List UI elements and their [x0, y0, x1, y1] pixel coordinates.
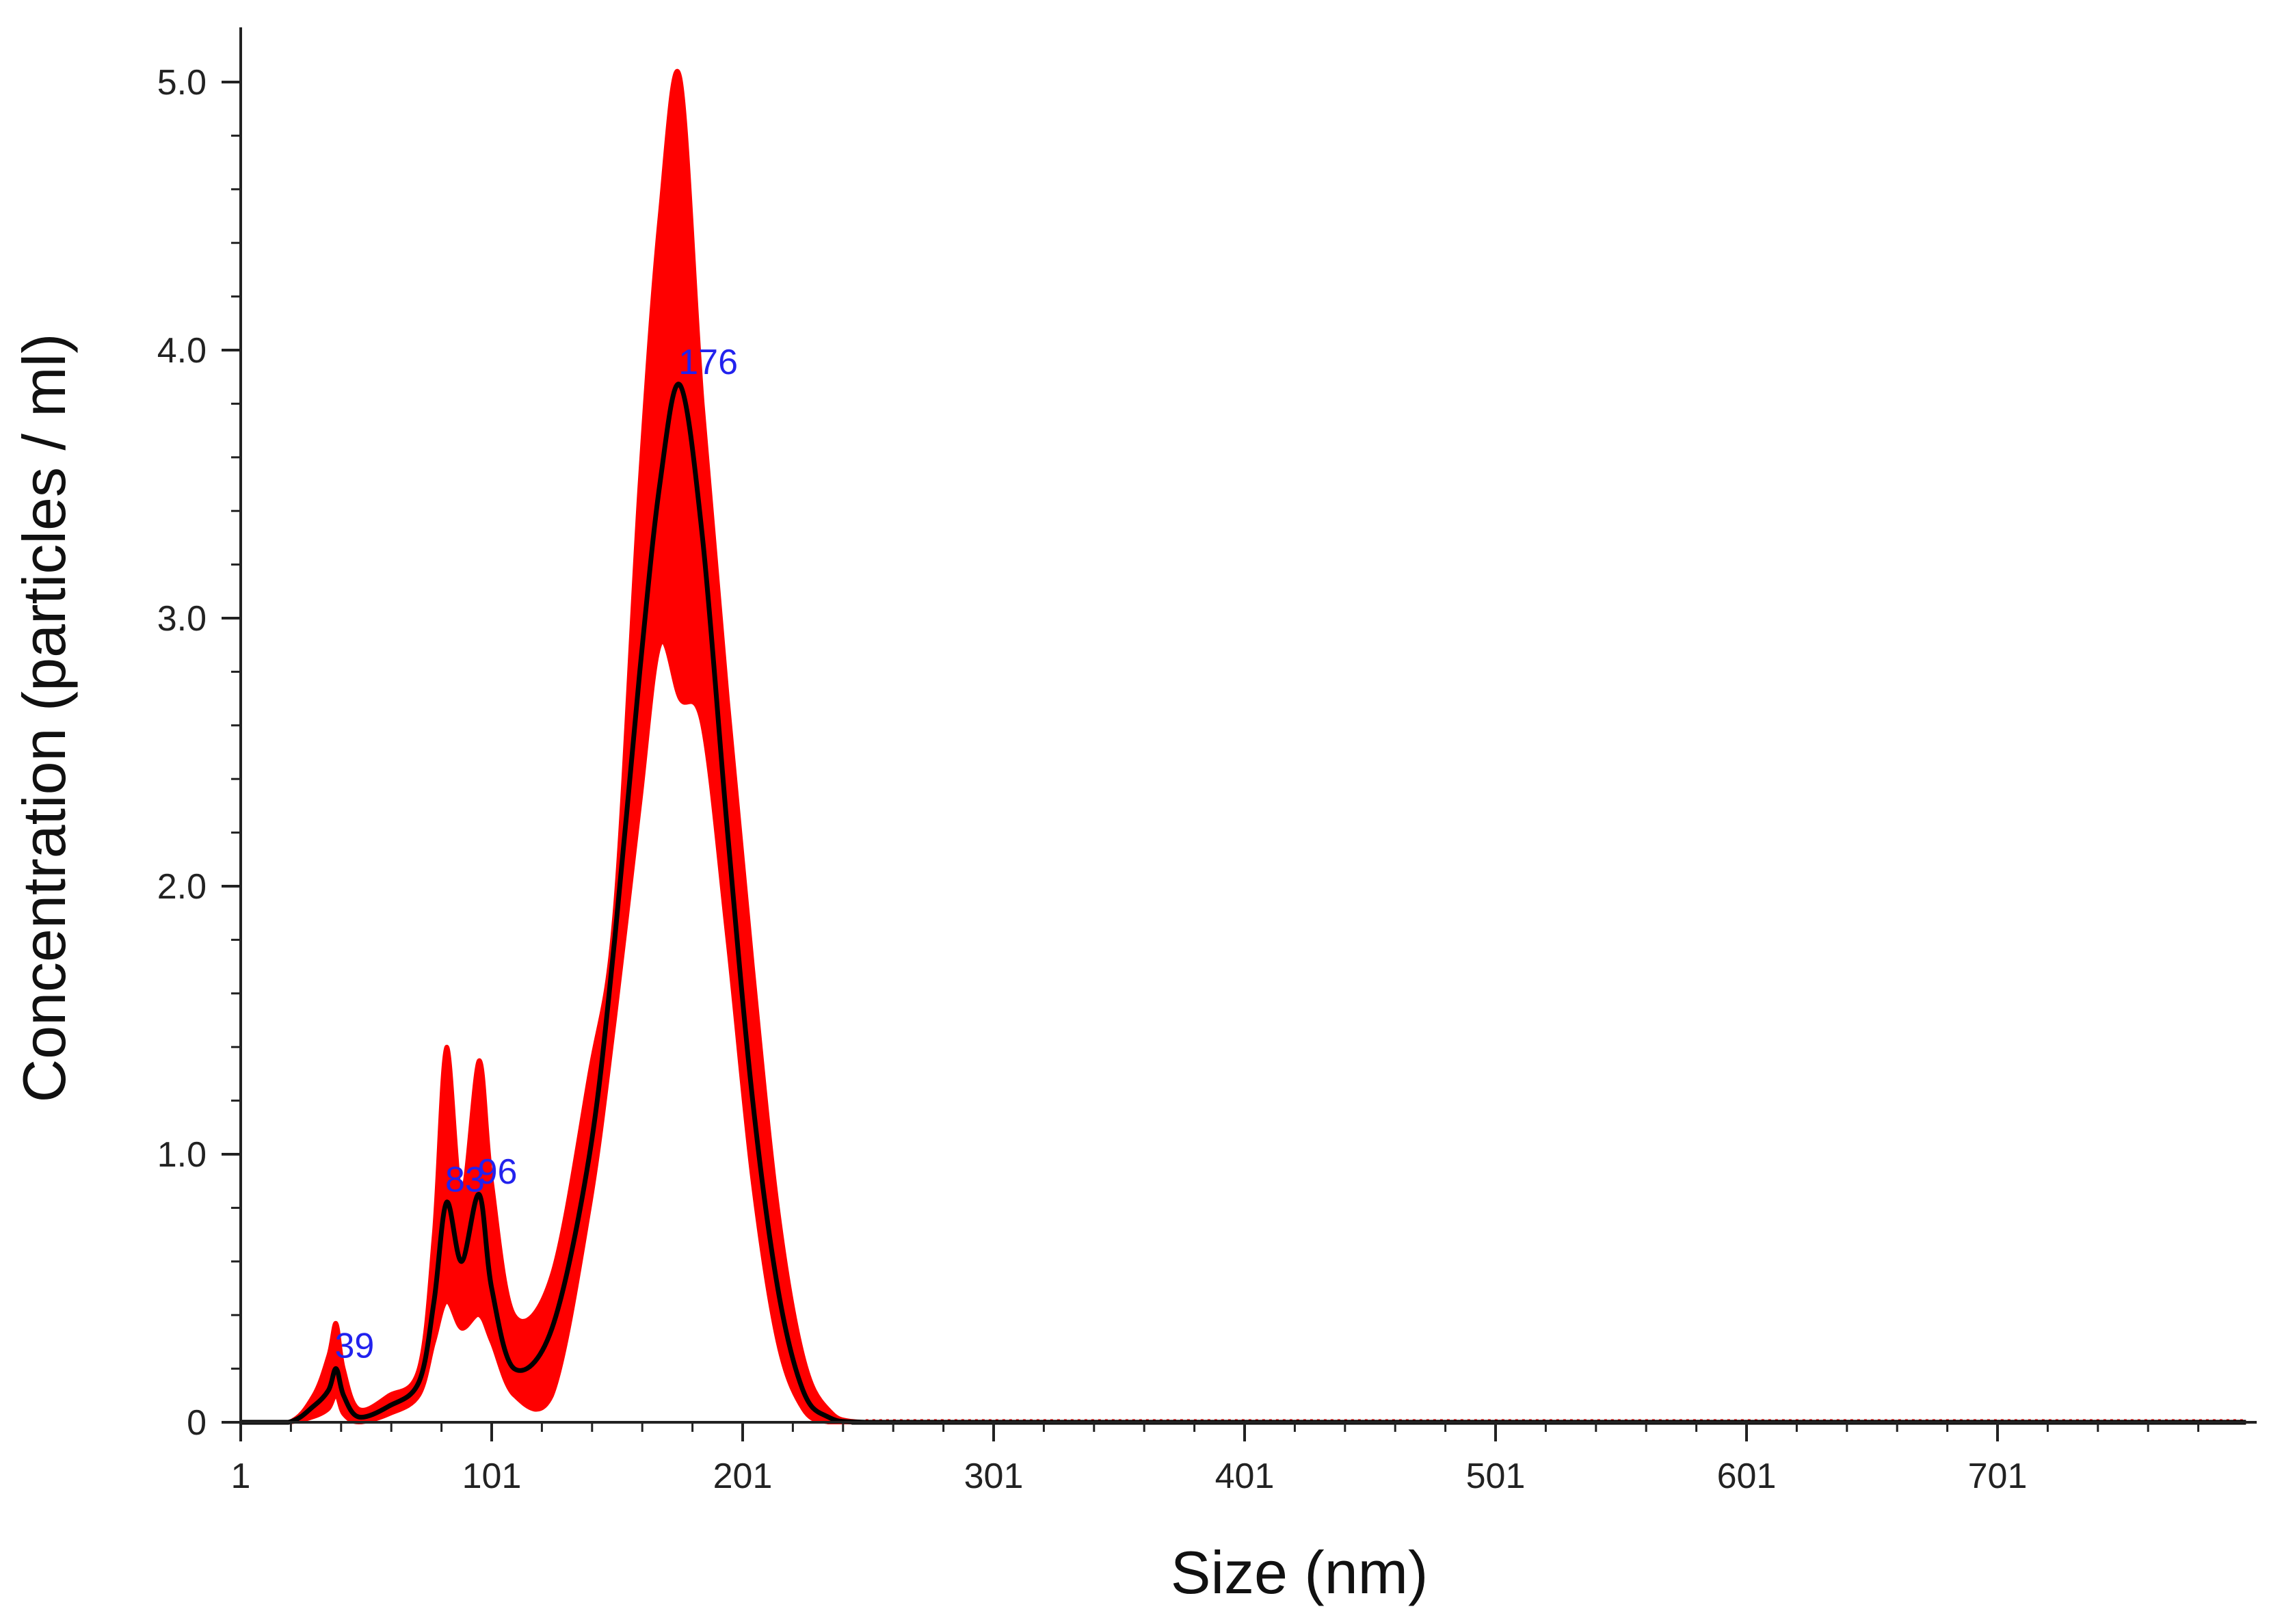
x-tick-label: 401 [1215, 1456, 1275, 1496]
y-tick-label: 3.0 [157, 599, 207, 639]
y-tick-label: 2.0 [157, 867, 207, 907]
y-tick-label: 5.0 [157, 63, 207, 103]
x-tick-label: 301 [964, 1456, 1024, 1496]
x-tick-label: 101 [462, 1456, 522, 1496]
error-band-series [241, 68, 2246, 1425]
peak-label-83: 83 [445, 1160, 485, 1200]
x-tick-label: 701 [1968, 1456, 2028, 1496]
peak-label-96: 96 [478, 1152, 518, 1192]
x-axis-title: Size (nm) [1171, 1539, 1429, 1606]
y-tick-label: 0 [187, 1403, 207, 1443]
x-tick-label: 601 [1717, 1456, 1777, 1496]
x-tick-label: 501 [1466, 1456, 1526, 1496]
mean-concentration-line [241, 382, 2246, 1425]
x-axis: 1 101 201 301 401 501 601 701 [231, 1421, 2257, 1496]
y-axis-title: Concentration (particles / ml) [10, 334, 78, 1103]
x-tick-label: 201 [713, 1456, 773, 1496]
peak-label-176: 176 [678, 343, 738, 382]
y-tick-label: 1.0 [157, 1135, 207, 1175]
peak-label-39: 39 [334, 1327, 374, 1366]
y-axis: 0 1.0 2.0 3.0 4.0 5.0 [157, 27, 242, 1443]
y-tick-label: 4.0 [157, 331, 207, 371]
x-tick-label: 1 [231, 1456, 251, 1496]
